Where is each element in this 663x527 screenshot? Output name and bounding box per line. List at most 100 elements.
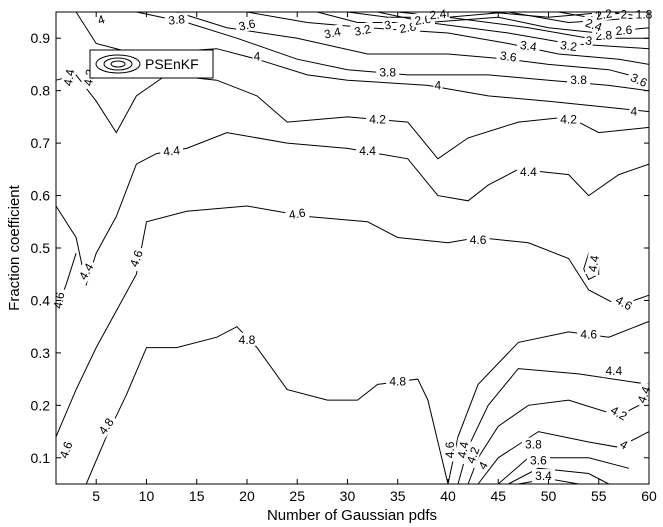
- contour-label-48: 4.6: [443, 438, 457, 462]
- contour-label-8: 2.4: [425, 6, 450, 22]
- contour-label-text: 4.6: [57, 439, 76, 460]
- contour-line-3-4-15: [246, 11, 650, 65]
- contour-label-text: 4.4: [163, 143, 181, 158]
- contour-label-bg: [516, 37, 541, 54]
- contour-label-text: 3.6: [237, 16, 257, 33]
- contour-label-14: 2.6: [611, 22, 636, 38]
- contour-label-bg: [577, 327, 601, 341]
- contour-label-bg: [567, 73, 591, 87]
- contour-label-43: 4.6: [55, 436, 76, 463]
- contour-label-11: 3.2: [556, 37, 581, 54]
- contour-label-text: 4.2: [464, 445, 483, 466]
- contour-label-33: 4.4: [584, 251, 602, 277]
- contour-label-bg: [521, 437, 545, 451]
- contour-label-text: 3.6: [530, 453, 547, 467]
- contour-line-4-2-7: [55, 74, 650, 160]
- contour-label-bg: [610, 291, 638, 315]
- contour-line-4-4-4: [55, 132, 650, 287]
- contour-label-bg: [356, 144, 380, 157]
- contour-line-4-6-1: [55, 205, 650, 437]
- contour-label-bg: [159, 143, 184, 158]
- contour-label-bg: [556, 37, 581, 54]
- contour-label-bg: [381, 17, 394, 32]
- contour-label-12: 3: [583, 33, 595, 48]
- contour-line-3-6-14: [508, 467, 610, 485]
- contour-label-text: 4.4: [605, 364, 622, 378]
- contour-label-2: 3.6: [234, 15, 260, 34]
- contour-label-53: 3.6: [526, 453, 550, 467]
- contour-label-bg: [584, 251, 602, 277]
- contour-label-bg: [55, 436, 76, 463]
- contour-label-bg: [319, 23, 345, 42]
- contour-label-bg: [619, 7, 629, 21]
- contour-label-40: 4.8: [235, 332, 259, 347]
- contour-label-54: 3.4: [532, 469, 555, 483]
- contour-label-text: 4.2: [560, 113, 577, 127]
- contour-label-20: 4: [252, 49, 262, 64]
- contour-label-bg: [60, 65, 78, 90]
- contour-label-bg: [611, 22, 636, 38]
- contour-line-3-6-13: [176, 11, 650, 81]
- contour-label-30: 4.6: [284, 205, 310, 222]
- contour-label-text: 4.4: [61, 68, 78, 87]
- contour-label-text: 3.6: [628, 70, 649, 90]
- x-tick-label-0: 5: [92, 488, 100, 504]
- x-tick-label-7: 40: [440, 488, 456, 504]
- contour-label-bg: [526, 453, 550, 467]
- contour-label-text: 3.4: [323, 24, 343, 41]
- contour-label-bg: [617, 436, 632, 453]
- y-tick-label-8: 0.9: [31, 30, 51, 46]
- y-tick-label-2: 0.3: [31, 345, 51, 361]
- contour-label-5: 3: [381, 17, 394, 33]
- x-tick-label-9: 50: [541, 488, 557, 504]
- contour-label-text: 4.4: [520, 165, 537, 179]
- contour-label-bg: [164, 11, 189, 28]
- contour-label-24: 4: [629, 104, 639, 119]
- contour-label-21: 4: [433, 78, 443, 92]
- contour-label-bg: [462, 441, 483, 469]
- legend: PSEnKF: [89, 49, 214, 79]
- contour-label-bg: [629, 104, 639, 118]
- contour-label-22: 3.8: [567, 73, 591, 87]
- contour-label-1: 3.8: [164, 11, 189, 28]
- contour-label-26: 4.2: [557, 112, 581, 127]
- contour-label-bg: [602, 364, 626, 378]
- contour-label-25: 4.2: [366, 112, 390, 127]
- contour-label-text: 3.4: [535, 469, 552, 483]
- contour-label-text: 4.6: [580, 328, 597, 342]
- contour-label-text: 3.8: [168, 12, 186, 28]
- contour-line-4-6-3: [447, 320, 650, 485]
- contour-label-bg: [474, 458, 491, 473]
- contour-label-text: 3.2: [353, 22, 373, 39]
- legend-entry-psenkf: PSEnKF: [145, 56, 199, 72]
- contour-label-10: 3.4: [516, 37, 541, 54]
- contour-label-bg: [349, 21, 376, 39]
- contour-label-text: 3.6: [499, 49, 518, 65]
- contour-label-29: 4.4: [516, 165, 540, 179]
- y-tick-label-6: 0.7: [31, 135, 51, 151]
- contour-label-bg: [632, 7, 656, 21]
- contour-label-text: 4.6: [470, 233, 487, 247]
- contour-label-0: 4: [94, 11, 108, 28]
- contour-label-32: 4.6: [125, 245, 146, 272]
- contour-label-bg: [583, 33, 595, 48]
- contour-label-50: 4.2: [462, 441, 483, 469]
- contour-label-35: 4.6: [577, 327, 601, 342]
- contour-label-bg: [252, 49, 262, 63]
- contour-label-bg: [516, 165, 540, 178]
- contour-label-bg: [425, 6, 450, 22]
- contour-label-bg: [557, 112, 581, 126]
- y-tick-label-5: 0.6: [31, 188, 51, 204]
- contour-label-bg: [443, 438, 456, 462]
- x-tick-label-8: 45: [490, 488, 506, 504]
- contour-label-bg: [386, 374, 410, 388]
- contour-label-text: 2.2: [594, 6, 613, 23]
- contour-label-text: 4: [254, 50, 261, 64]
- contour-label-bg: [496, 48, 521, 65]
- contour-line-3-2-17: [317, 11, 650, 50]
- y-tick-label-7: 0.8: [31, 83, 51, 99]
- contour-label-bg: [93, 412, 118, 440]
- contour-label-bg: [591, 5, 617, 23]
